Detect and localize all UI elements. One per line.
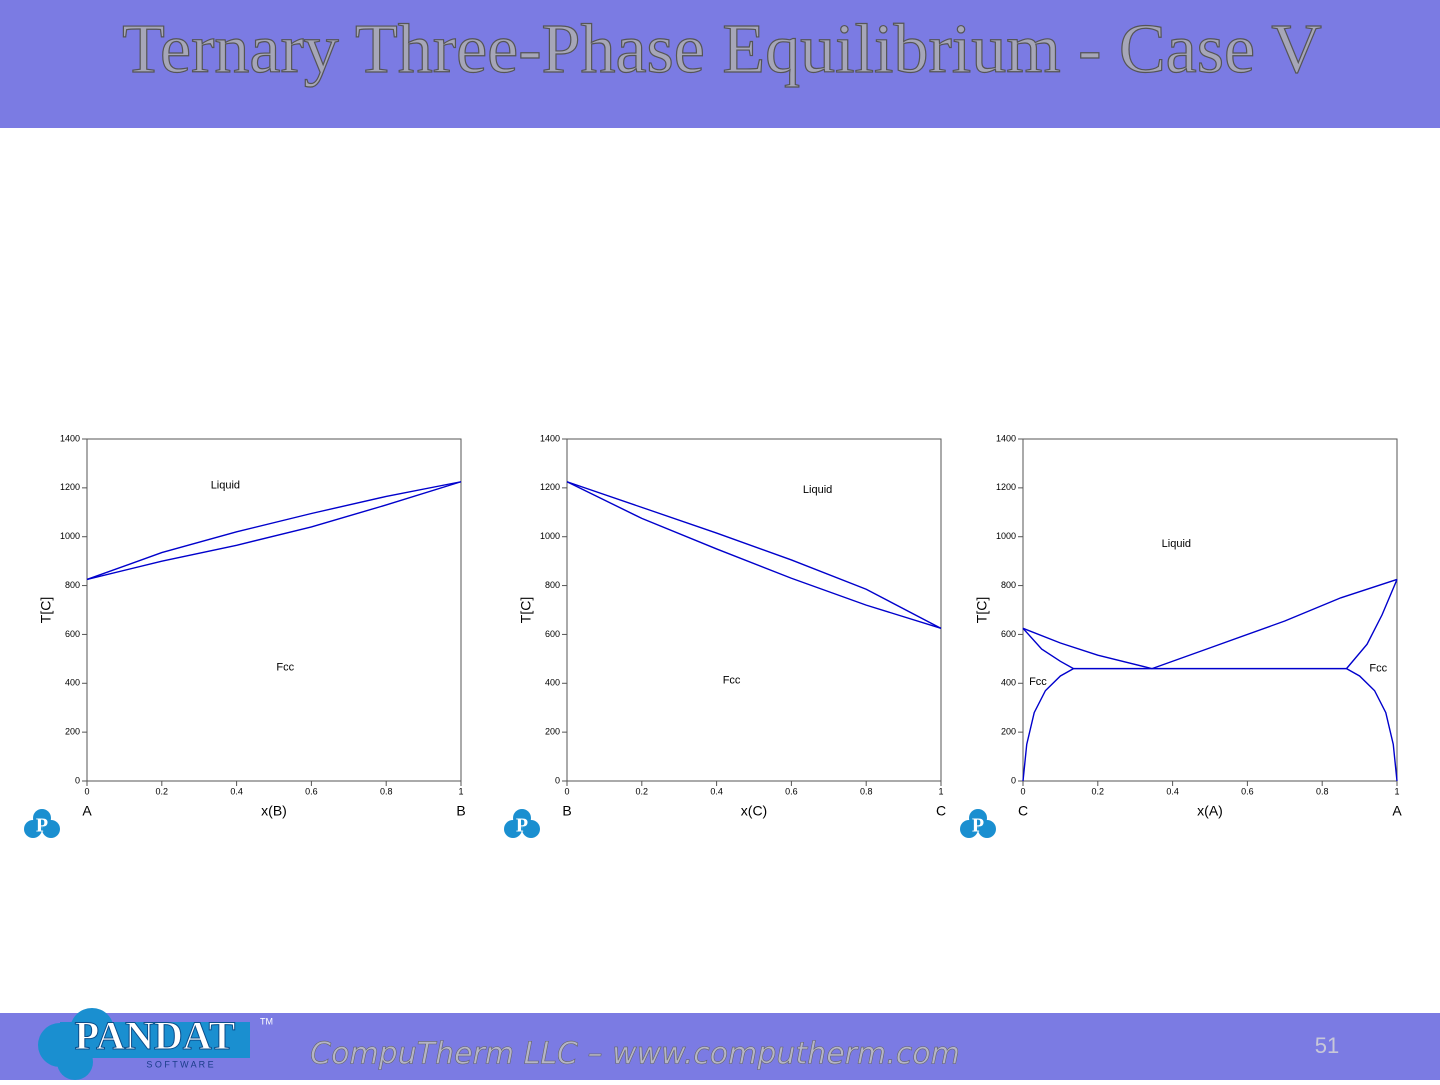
phase-label: Fcc [723,675,741,687]
phase-label: Liquid [1162,538,1191,550]
y-tick-label: 1000 [996,531,1016,541]
y-tick-label: 0 [75,775,80,785]
phase-label: Fcc [1369,663,1387,675]
icon-blob [504,820,522,838]
icon-blob [978,820,996,838]
header-bar [0,0,1440,128]
x-end-label: B [562,803,571,819]
y-tick-label: 0 [1011,775,1016,785]
plot-frame [86,438,462,782]
page-number: 51 [1315,1033,1339,1058]
x-tick-label: 1 [458,786,463,796]
phase-boundary [1022,668,1074,782]
x-tick-label: 0.4 [710,786,723,796]
y-tick-label: 400 [65,678,80,688]
x-tick-label: 1 [938,786,943,796]
y-tick-label: 1400 [60,433,80,443]
x-tick-label: 0.8 [860,786,873,796]
y-axis-label: T[C] [38,597,54,623]
x-end-label: A [1392,803,1402,819]
x-tick-label: 0 [1020,786,1025,796]
y-tick-label: 800 [1001,580,1016,590]
y-tick-label: 1200 [996,482,1016,492]
icon-blob [42,820,60,838]
x-end-label: C [1018,803,1028,819]
phase-boundary [1151,578,1398,670]
phase-label: Liquid [211,479,240,491]
x-axis-label: x(A) [1197,803,1223,819]
x-axis-label: x(C) [741,803,767,819]
icon-blob [24,820,42,838]
plot-frame [1022,438,1398,782]
y-tick-label: 1400 [996,433,1016,443]
y-tick-label: 600 [545,629,560,639]
phase-boundary [86,481,462,581]
phase-label: Fcc [276,661,294,673]
x-tick-label: 0.6 [785,786,798,796]
x-tick-label: 0.2 [156,786,169,796]
x-end-label: B [456,803,465,819]
y-tick-label: 600 [65,629,80,639]
x-tick-label: 0.4 [230,786,243,796]
pandat-icon: P [960,809,996,838]
slide-title: Ternary Three-Phase Equilibrium - Case V [122,11,1322,88]
icon-letter: P [972,815,984,837]
x-end-label: C [936,803,946,819]
y-tick-label: 1000 [540,531,560,541]
y-tick-label: 200 [545,727,560,737]
y-tick-label: 400 [545,678,560,688]
phase-label: Fcc [1029,676,1047,688]
pandat-icon: P [504,809,540,838]
y-tick-label: 800 [545,580,560,590]
y-tick-label: 200 [1001,727,1016,737]
x-tick-label: 1 [1394,786,1399,796]
y-tick-label: 1400 [540,433,560,443]
y-tick-label: 1200 [540,482,560,492]
x-tick-label: 0.8 [380,786,393,796]
x-end-label: A [82,803,92,819]
icon-blob [522,820,540,838]
phase-boundary [566,481,942,629]
y-tick-label: 200 [65,727,80,737]
pandat-logo: PANDAT S O F T W A R E TM [38,1008,273,1080]
icon-letter: P [516,815,528,837]
phase-boundary [86,481,462,581]
y-tick-label: 400 [1001,678,1016,688]
phase-boundary [566,481,942,629]
phase-boundary [1022,627,1074,670]
x-tick-label: 0.6 [305,786,318,796]
y-tick-label: 0 [555,775,560,785]
x-tick-label: 0.4 [1166,786,1179,796]
y-axis-label: T[C] [518,597,534,623]
x-tick-label: 0 [84,786,89,796]
logo-sub: S O F T W A R E [146,1059,213,1069]
icon-letter: P [36,815,48,837]
footer-text: CompuTherm LLC – www.computherm.com [310,1037,960,1072]
x-axis-label: x(B) [261,803,287,819]
y-tick-label: 1200 [60,482,80,492]
x-tick-label: 0.8 [1316,786,1329,796]
icon-blob [960,820,978,838]
y-tick-label: 600 [1001,629,1016,639]
x-tick-label: 0.6 [1241,786,1254,796]
phase-boundary [1345,579,1398,670]
y-tick-label: 1000 [60,531,80,541]
y-tick-label: 800 [65,580,80,590]
plot-frame [566,438,942,782]
y-axis-label: T[C] [974,597,990,623]
logo-tm: TM [260,1016,273,1026]
x-tick-label: 0.2 [636,786,649,796]
phase-boundary [1022,627,1153,670]
x-tick-label: 0 [564,786,569,796]
x-tick-label: 0.2 [1092,786,1105,796]
logo-text: PANDAT [75,1013,236,1058]
phase-label: Liquid [803,484,832,496]
pandat-icon: P [24,809,60,838]
phase-boundary [1346,668,1398,782]
